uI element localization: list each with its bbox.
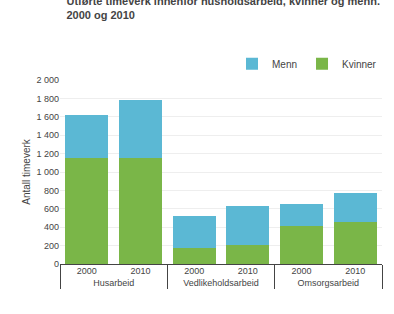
svg-text:800: 800 — [44, 186, 59, 196]
svg-text:Husarbeid: Husarbeid — [93, 278, 134, 288]
svg-text:2010: 2010 — [238, 266, 258, 276]
svg-text:2000: 2000 — [77, 266, 97, 276]
svg-text:200: 200 — [44, 241, 59, 251]
svg-text:Menn: Menn — [272, 59, 297, 70]
svg-text:2010: 2010 — [130, 266, 150, 276]
svg-text:1 600: 1 600 — [36, 112, 59, 122]
svg-text:1 800: 1 800 — [36, 94, 59, 104]
svg-text:Kvinner: Kvinner — [342, 59, 377, 70]
svg-text:600: 600 — [44, 204, 59, 214]
svg-text:0: 0 — [54, 259, 59, 269]
svg-text:Omsorgsarbeid: Omsorgsarbeid — [298, 278, 360, 288]
svg-text:Vedlikeholdsarbeid: Vedlikeholdsarbeid — [183, 278, 259, 288]
svg-text:1 200: 1 200 — [36, 149, 59, 159]
svg-text:1 000: 1 000 — [36, 167, 59, 177]
svg-text:2 000: 2 000 — [36, 75, 59, 85]
svg-text:2000: 2000 — [184, 266, 204, 276]
svg-text:Utførte timeverk innenfor hush: Utførte timeverk innenfor husholdsarbeid… — [66, 0, 380, 21]
svg-text:2000: 2000 — [291, 266, 311, 276]
svg-text:2010: 2010 — [345, 266, 365, 276]
svg-text:Antall timeverk: Antall timeverk — [21, 138, 32, 205]
svg-text:1 400: 1 400 — [36, 130, 59, 140]
svg-text:400: 400 — [44, 222, 59, 232]
